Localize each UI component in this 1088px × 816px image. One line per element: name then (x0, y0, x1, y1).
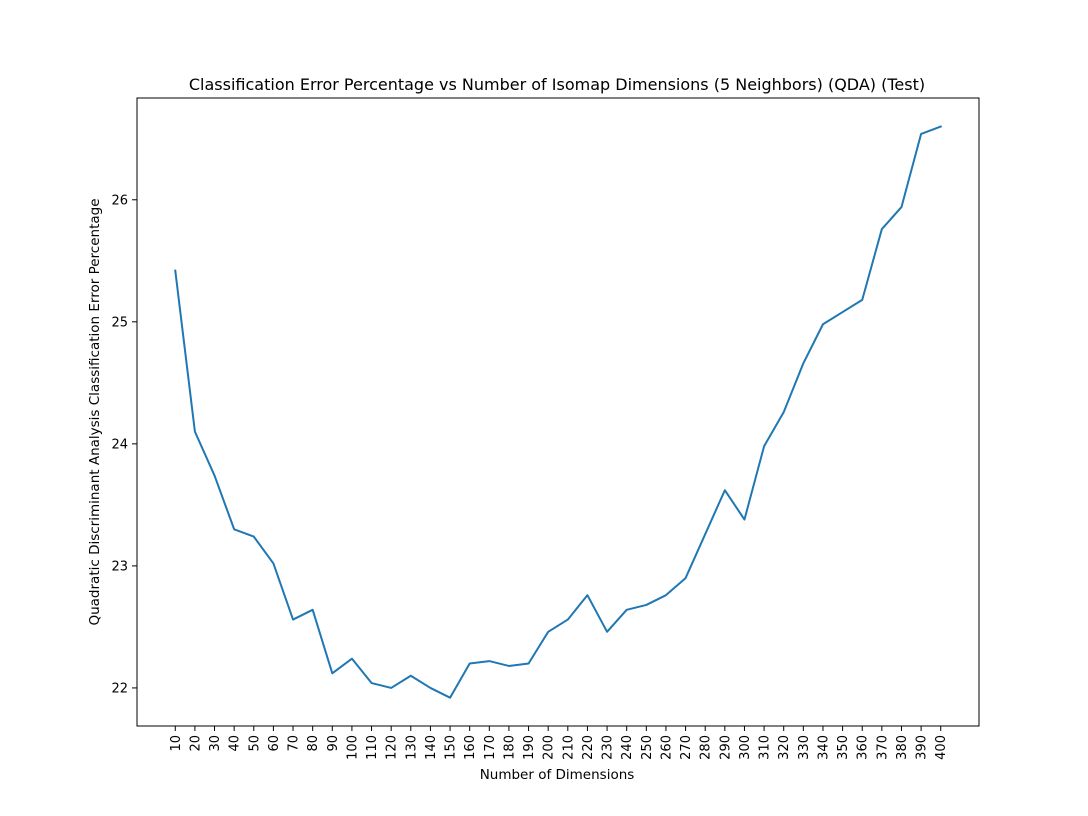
x-tick-label: 230 (601, 735, 616, 760)
x-tick-label: 310 (758, 735, 773, 760)
x-tick-label: 140 (424, 735, 439, 760)
series-line-0 (174, 125, 943, 699)
x-tick-label: 10 (169, 735, 184, 752)
y-tick-label: 25 (111, 315, 128, 330)
x-tick-label: 390 (915, 735, 930, 760)
x-tick-label: 380 (895, 735, 910, 760)
x-tick-label: 250 (640, 735, 655, 760)
x-tick-label: 60 (267, 735, 282, 752)
x-tick-label: 290 (718, 735, 733, 760)
x-tick-label: 40 (228, 735, 243, 752)
x-tick-label: 270 (679, 735, 694, 760)
x-tick-label: 220 (581, 735, 596, 760)
y-tick-label: 22 (111, 681, 128, 696)
x-tick-label: 150 (444, 735, 459, 760)
x-tick-label: 90 (326, 735, 341, 752)
x-tick-label: 100 (345, 735, 360, 760)
x-tick-label: 190 (522, 735, 537, 760)
x-tick-label: 180 (502, 735, 517, 760)
x-tick-label: 320 (777, 735, 792, 760)
plot-frame (136, 97, 980, 727)
x-tick-label: 110 (365, 735, 380, 760)
y-tick-label: 24 (111, 437, 128, 452)
x-tick-label: 300 (738, 735, 753, 760)
plot-area: 10 20 30 40 50 60 70 80 90 100 110 120 130 140 150 160 1… (111, 97, 980, 760)
x-tick-label: 330 (797, 735, 812, 760)
x-tick-label: 50 (247, 735, 262, 752)
chart-title: Classification Error Percentage vs Numbe… (189, 75, 925, 94)
x-tick-label: 120 (385, 735, 400, 760)
y-axis-label: Quadratic Discriminant Analysis Classifi… (87, 198, 103, 625)
y-tick-label: 23 (111, 559, 128, 574)
x-tick-label: 200 (542, 735, 557, 760)
x-tick-label: 20 (188, 735, 203, 752)
x-tick-label: 350 (836, 735, 851, 760)
x-tick-label: 70 (287, 735, 302, 752)
x-tick-label: 260 (659, 735, 674, 760)
x-tick-label: 360 (856, 735, 871, 760)
x-tick-label: 340 (816, 735, 831, 760)
x-tick-label: 370 (875, 735, 890, 760)
x-tick-label: 280 (699, 735, 714, 760)
x-tick-label: 240 (620, 735, 635, 760)
x-tick-label: 80 (306, 735, 321, 752)
y-tick-label: 26 (111, 193, 128, 208)
x-tick-label: 170 (483, 735, 498, 760)
x-tick-label: 400 (934, 735, 949, 760)
x-tick-label: 130 (404, 735, 419, 760)
x-tick-label: 30 (208, 735, 223, 752)
x-axis-label: Number of Dimensions (480, 767, 635, 783)
x-tick-label: 210 (561, 735, 576, 760)
x-tick-label: 160 (463, 735, 478, 760)
